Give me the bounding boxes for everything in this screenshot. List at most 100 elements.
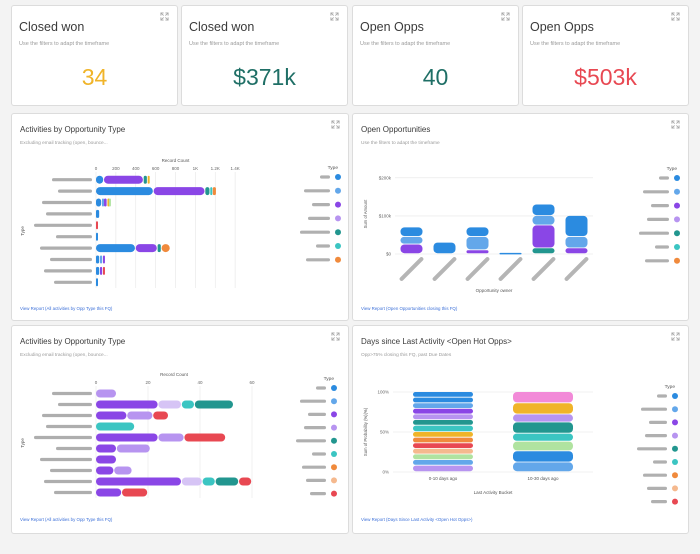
legend-label [302,465,326,469]
y-category-label [50,257,92,262]
panel-title: Activities by Opportunity Type [20,337,126,346]
bar-segment [532,225,555,248]
y-category-label [34,223,92,227]
y-tick-label: $0 [386,252,392,257]
legend-swatch [335,256,341,263]
legend-swatch [672,498,678,505]
bar-segment [96,244,135,253]
legend-label [300,230,330,234]
legend-label [643,190,669,194]
legend-label [320,175,330,179]
expand-icon[interactable] [501,12,510,21]
kpi-value: $371k [233,64,296,90]
bar-segment [147,175,150,184]
bar-segment [239,477,252,486]
bar-segment [565,236,588,248]
x-tick-label: 1.2K [211,166,220,171]
bar-segment [513,414,573,422]
legend-swatch [672,472,678,479]
expand-icon[interactable] [671,332,680,341]
y-axis-title: Sum of Amount [363,199,368,228]
kpi-value: 40 [422,64,449,90]
legend-label [647,486,667,490]
legend-swatch [335,243,341,249]
bar-segment [413,425,473,432]
legend-label [645,434,667,438]
y-category-label [54,490,92,495]
view-report-link[interactable]: View Report (Open Opportunities closing … [361,306,458,311]
bar-segment [413,448,473,454]
expand-icon[interactable] [671,120,680,129]
y-tick-label: 0% [382,470,389,475]
expand-icon[interactable] [160,12,169,21]
legend-label [657,394,667,398]
y-axis-title: Type [20,438,25,448]
legend-swatch [331,437,337,444]
bar-segment [181,400,194,409]
y-category-label [50,468,92,473]
bar-segment [96,455,116,464]
x-category-label [564,257,589,281]
legend-swatch [335,215,341,222]
bar-segment [184,433,226,442]
bar-segment [413,454,473,460]
legend-label [643,473,667,477]
view-report-link[interactable]: View Report (All activities by Opp Type … [20,517,113,522]
x-tick-label: 1.4K [230,166,239,171]
expand-icon[interactable] [330,12,339,21]
kpi-subtitle: Use the filters to adapt the timeframe [530,41,621,47]
legend-swatch [674,257,680,264]
x-tick-label: 0 [95,380,98,385]
bar-segment [212,187,216,196]
bar-segment [122,488,148,497]
y-axis-title: Type [20,226,25,236]
bar-segment [157,244,161,253]
expand-icon[interactable] [331,120,340,129]
legend-swatch [672,419,678,426]
bar-segment [499,252,522,255]
bar-segment [96,466,114,475]
legend-label [304,189,330,193]
kpi-title: Closed won [19,20,85,34]
y-category-label [42,413,92,418]
bar-segment [116,444,150,453]
legend-swatch [335,229,341,236]
x-tick-label: 800 [172,166,180,171]
legend-label [651,204,669,208]
panel-subtitle: Excluding email tracking (open, bounce..… [20,353,108,358]
legend-swatch [674,202,680,209]
bar-segment [513,392,573,403]
bar-segment [466,236,489,250]
legend-swatch [335,174,341,180]
legend-swatch [331,424,337,431]
expand-icon[interactable] [671,12,680,21]
bar-segment [400,227,423,237]
bar-segment [413,443,473,448]
bar-segment [96,422,135,431]
expand-icon[interactable] [331,332,340,341]
legend-label [310,492,326,496]
legend-label [651,500,667,504]
bar-segment [433,242,456,254]
legend-label [312,203,330,207]
y-category-label [52,391,92,396]
kpi-card-closed-won-amount: Closed won Use the filters to adapt the … [181,5,348,106]
y-category-label [40,457,92,462]
y-category-label [58,189,92,193]
panel-days-since-last-activity: Days since Last Activity <Open Hot Opps>… [352,325,689,534]
view-report-link[interactable]: View Report (Days Since Last Activity <O… [361,517,473,522]
legend-label [653,460,667,464]
view-report-link[interactable]: View Report (All activities by Opp Type … [20,306,113,311]
kpi-value: $503k [574,64,637,90]
x-axis-title: Record Count [160,372,189,377]
y-tick-label: $100k [379,213,392,218]
y-category-label [44,269,92,273]
kpi-subtitle: Use the filters to adapt the timeframe [360,41,451,47]
legend-label [306,258,330,262]
bar-segment [400,236,423,244]
x-tick-label: 600 [152,166,160,171]
bar-segment [413,414,473,420]
legend-label [300,399,326,403]
legend-swatch [672,432,678,439]
chart-days-since-activity: Sum of Probability (%)(%) 0% 50% 100% 0-10 d… [363,384,678,505]
